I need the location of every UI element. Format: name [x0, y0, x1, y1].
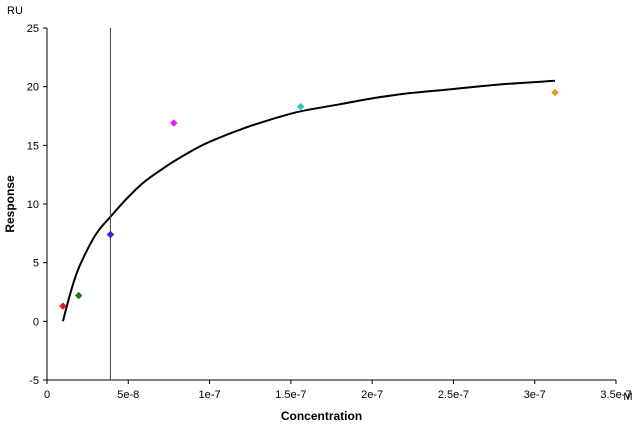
x-axis-title: Concentration	[281, 409, 362, 423]
x-tick-label: 2e-7	[361, 389, 383, 401]
ticks: -5 0 5 10 15 20 25 0 5e-8 1e-7 1.5e-7 2e-7 2.5e-7 3e-…	[27, 23, 632, 401]
x-tick-label: 3.5e-7	[600, 389, 631, 401]
y-axis-title: Response	[3, 175, 17, 233]
y-tick-label: -5	[29, 375, 39, 387]
y-tick-label: 20	[27, 82, 39, 94]
x-tick-label: 2.5e-7	[438, 389, 469, 401]
x-tick-label: 5e-8	[117, 389, 139, 401]
data-point	[169, 119, 178, 127]
data-point	[74, 291, 83, 300]
data-point	[551, 88, 559, 97]
y-tick-label: 25	[27, 23, 39, 35]
x-tick-label: 3e-7	[524, 389, 546, 401]
data-point	[59, 302, 67, 310]
x-tick-label: 0	[44, 389, 50, 401]
y-unit-label: RU	[7, 5, 23, 17]
y-tick-label: 0	[33, 316, 39, 328]
x-unit-label: M	[623, 391, 632, 403]
y-tick-label: 10	[27, 199, 39, 211]
data-point	[106, 230, 115, 239]
axis-labels: Concentration Response RU M	[3, 5, 633, 423]
y-tick-label: 5	[33, 258, 39, 270]
x-tick-label: 1.5e-7	[275, 389, 306, 401]
data-points	[59, 88, 559, 310]
y-tick-label: 15	[27, 140, 39, 152]
fit-curve	[61, 79, 556, 322]
data-point	[296, 102, 305, 111]
axes	[46, 28, 616, 381]
fit-curve-group	[61, 79, 556, 322]
x-tick-label: 1e-7	[199, 389, 221, 401]
